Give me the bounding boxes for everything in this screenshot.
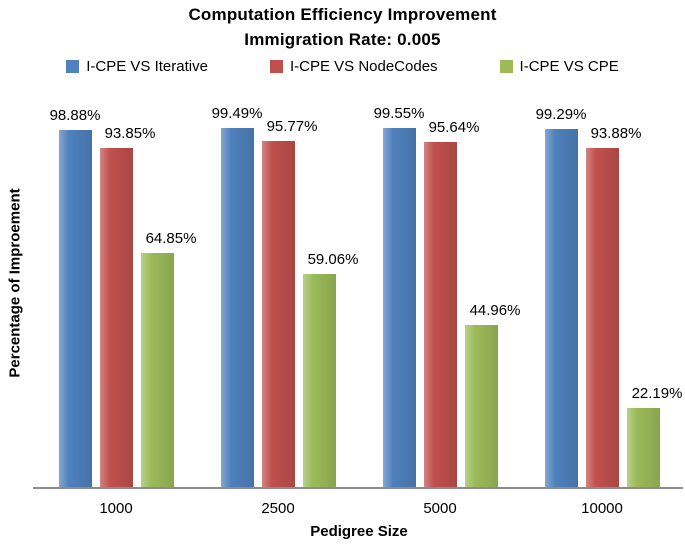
bar-label: 93.88% xyxy=(590,125,642,143)
legend-swatch-icon xyxy=(269,60,283,73)
bar: 98.88% xyxy=(50,107,100,488)
bar: 59.06% xyxy=(302,251,358,488)
bar-label: 64.85% xyxy=(145,230,197,248)
x-axis-line xyxy=(33,487,683,489)
bar: 95.64% xyxy=(423,119,479,488)
x-tick-label: 1000 xyxy=(99,500,133,517)
bar-label: 44.96% xyxy=(469,302,521,320)
bar-label: 22.19% xyxy=(631,384,683,402)
bar: 99.55% xyxy=(374,105,424,488)
plot-area: 98.88% 93.85% 64.85% 99.49% 95.77% 59.06% 99.5… xyxy=(35,105,683,488)
bar-label: 99.55% xyxy=(373,104,425,122)
bar: 99.49% xyxy=(212,105,262,488)
bar-group: 99.29% 93.88% 22.19% xyxy=(521,106,683,488)
bar: 93.88% xyxy=(585,125,641,488)
bar-group: 99.49% 95.77% 59.06% xyxy=(197,105,359,488)
legend-item: I-CPE VS NodeCodes xyxy=(269,58,438,75)
chart-subtitle: Immigration Rate: 0.005 xyxy=(244,30,441,49)
bar: 22.19% xyxy=(626,385,682,488)
bar-label: 98.88% xyxy=(49,107,101,125)
bar: 99.29% xyxy=(536,106,586,488)
y-axis-label: Percentage of Improement xyxy=(6,188,24,378)
bar-label: 99.29% xyxy=(535,105,587,123)
legend-item: I-CPE VS CPE xyxy=(499,58,619,75)
x-axis-ticks: 1000 2500 5000 10000 xyxy=(35,500,683,517)
legend-label: I-CPE VS NodeCodes xyxy=(289,58,438,75)
legend-swatch-icon xyxy=(499,60,513,73)
chart-title: Computation Efficiency Improvement xyxy=(188,5,497,24)
legend-label: I-CPE VS CPE xyxy=(519,58,619,75)
bar-label: 99.49% xyxy=(211,104,263,122)
bar: 44.96% xyxy=(464,302,520,488)
bar-label: 59.06% xyxy=(307,251,359,269)
bar: 64.85% xyxy=(140,230,196,488)
bar-label: 95.77% xyxy=(266,118,318,136)
bar: 93.85% xyxy=(99,125,155,488)
bar-group: 98.88% 93.85% 64.85% xyxy=(35,107,197,488)
bar-label: 93.85% xyxy=(104,125,156,143)
legend: I-CPE VS Iterative I-CPE VS NodeCodes I-CP… xyxy=(0,58,685,75)
x-tick-label: 10000 xyxy=(581,500,623,517)
bar-group: 99.55% 95.64% 44.96% xyxy=(359,105,521,488)
bar: 95.77% xyxy=(261,118,317,488)
legend-label: I-CPE VS Iterative xyxy=(86,58,208,75)
legend-item: I-CPE VS Iterative xyxy=(66,58,208,75)
x-tick-label: 5000 xyxy=(423,500,457,517)
legend-swatch-icon xyxy=(66,60,80,73)
x-tick-label: 2500 xyxy=(261,500,295,517)
x-axis-label: Pedigree Size xyxy=(310,523,408,540)
bar-label: 95.64% xyxy=(428,118,480,136)
